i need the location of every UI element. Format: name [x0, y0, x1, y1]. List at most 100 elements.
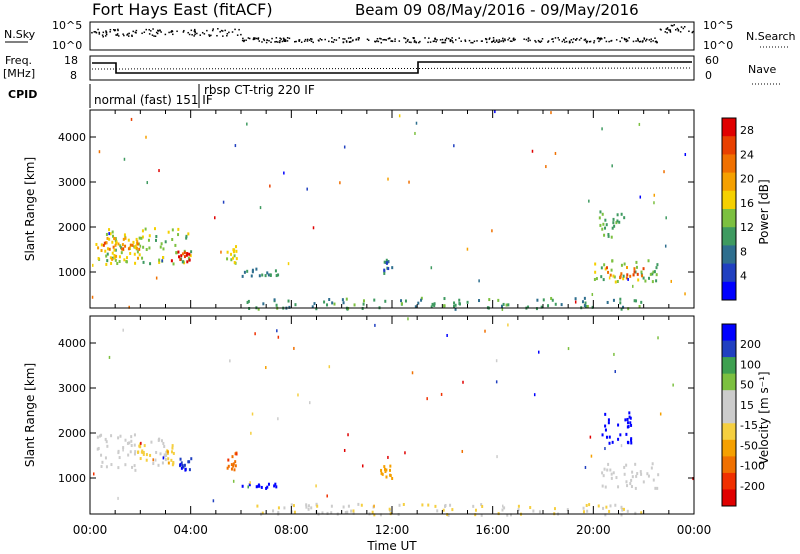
nsky-point — [390, 40, 392, 42]
data-cell — [626, 421, 629, 425]
data-cell — [251, 270, 254, 274]
data-cell — [226, 466, 229, 470]
nsky-point — [279, 40, 281, 42]
data-cell — [380, 468, 383, 472]
nsky-point — [677, 29, 680, 31]
nsky-series — [91, 24, 694, 44]
nsky-point — [282, 37, 285, 40]
data-cell — [635, 299, 638, 303]
data-cell — [116, 262, 119, 266]
data-cell — [122, 237, 125, 241]
nsky-point — [572, 38, 575, 40]
data-cell — [606, 300, 609, 304]
data-cell — [323, 300, 326, 304]
data-cell — [604, 428, 607, 432]
data-cell — [130, 117, 133, 121]
data-cell — [179, 463, 182, 467]
data-cell — [313, 302, 316, 306]
nsky-point — [668, 29, 670, 31]
data-cell — [357, 502, 360, 506]
nsky-point — [152, 28, 154, 30]
data-cell — [232, 464, 235, 468]
data-cell — [415, 121, 418, 125]
nsky-point — [444, 41, 446, 44]
colorbar-tick-label: 28 — [740, 124, 754, 137]
data-cell — [433, 302, 436, 306]
data-cell — [123, 233, 126, 237]
data-cell — [601, 471, 604, 475]
data-cell — [307, 507, 310, 511]
nsky-point — [279, 37, 281, 39]
data-cell — [385, 475, 388, 479]
nsky-point — [258, 40, 261, 42]
data-cell — [180, 466, 183, 470]
data-cell — [566, 508, 569, 512]
data-cell — [293, 346, 295, 350]
data-cell — [633, 270, 636, 274]
data-cell — [481, 504, 484, 508]
data-cell — [611, 226, 614, 230]
nsky-point — [245, 39, 247, 42]
data-cell — [108, 228, 111, 232]
data-cell — [466, 247, 469, 251]
nsky-point — [358, 37, 360, 39]
nsky-point — [585, 41, 588, 44]
data-cell — [507, 303, 510, 307]
data-cell — [178, 255, 181, 259]
nsky-point — [628, 37, 630, 39]
nsky-point — [564, 41, 566, 43]
nsky-point — [288, 37, 291, 40]
data-cell — [276, 329, 278, 333]
data-cell — [254, 332, 256, 336]
data-cell — [246, 300, 249, 304]
data-cell — [560, 303, 563, 307]
nsky-point — [283, 40, 286, 42]
data-cell — [181, 252, 184, 256]
data-cell — [610, 476, 613, 480]
data-cell — [265, 366, 267, 370]
nsky-point — [298, 40, 300, 43]
data-cell — [387, 260, 390, 264]
data-cell — [108, 232, 110, 236]
colorbar-swatch — [722, 209, 736, 228]
nsky-point — [183, 29, 185, 32]
data-cell — [586, 509, 589, 513]
nsky-point — [569, 41, 571, 44]
nsky-point — [574, 39, 577, 41]
nsky-point — [497, 41, 499, 44]
data-cell — [601, 127, 603, 131]
y-tick-label: 1000 — [58, 472, 86, 485]
nsky-point — [523, 38, 525, 40]
data-cell — [187, 256, 190, 260]
nsky-point — [511, 40, 513, 43]
colorbar-tick-label: -50 — [740, 439, 758, 452]
data-cell — [591, 292, 594, 296]
data-cell — [115, 254, 118, 258]
nsky-point — [284, 39, 287, 41]
data-cell — [458, 298, 461, 302]
nsky-point — [109, 28, 112, 31]
data-cell — [345, 297, 348, 301]
data-cell — [135, 246, 138, 250]
nsky-point — [486, 41, 488, 44]
data-cell — [630, 441, 633, 445]
data-cell — [143, 444, 146, 448]
nsky-point — [113, 29, 116, 32]
colorbar-swatch — [722, 263, 736, 283]
beam-date-title: Beam 09 08/May/2016 - 09/May/2016 — [355, 1, 639, 19]
nsky-point — [385, 39, 388, 41]
data-cell — [104, 456, 107, 460]
data-cell — [550, 296, 553, 300]
nsky-point — [525, 38, 528, 41]
data-cell — [141, 229, 144, 233]
nsky-point — [117, 28, 119, 31]
colorbar-swatch — [722, 439, 736, 457]
data-cell — [159, 245, 162, 249]
nsky-point — [638, 40, 641, 43]
y-tick-label: 3000 — [58, 176, 86, 189]
data-cell — [140, 441, 142, 445]
nsky-point — [131, 34, 133, 37]
data-cell — [602, 278, 605, 282]
data-cell — [362, 302, 365, 306]
data-cell — [163, 445, 166, 449]
